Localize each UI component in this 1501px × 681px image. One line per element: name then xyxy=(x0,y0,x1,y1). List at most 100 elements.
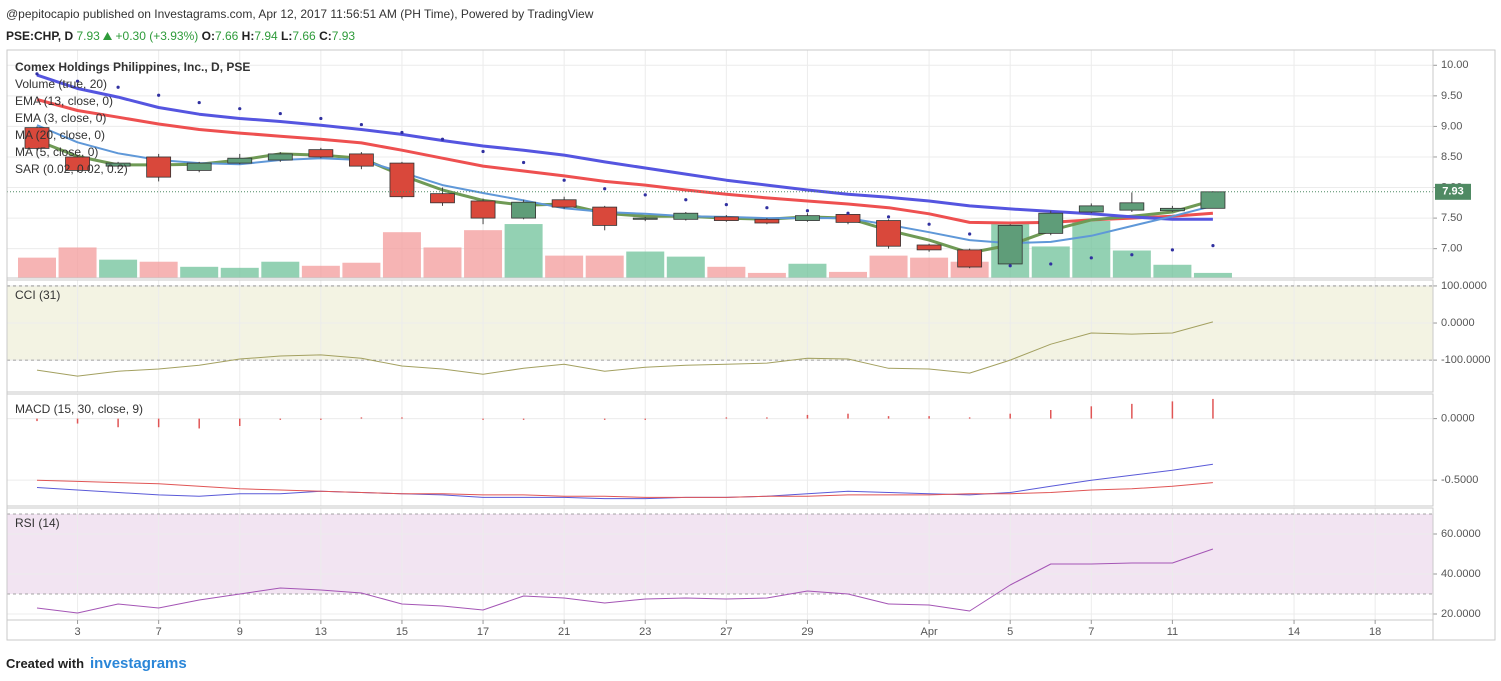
sar-dot xyxy=(1211,244,1215,248)
volume-bar xyxy=(747,272,786,278)
candle-body xyxy=(713,216,739,221)
sar-dot xyxy=(440,137,445,141)
candle-body xyxy=(916,244,942,251)
volume-bar xyxy=(342,262,381,278)
quote-label: H: xyxy=(241,29,255,43)
y-tick-label: 100.0000 xyxy=(1441,280,1487,292)
candle-body xyxy=(957,249,983,268)
volume-bar xyxy=(220,267,259,278)
candle-body xyxy=(876,220,901,247)
candle-body xyxy=(835,214,861,223)
quote-value: 7.94 xyxy=(254,29,278,43)
sar-dot xyxy=(1008,264,1012,268)
quote-value: 7.66 xyxy=(292,29,316,43)
volume-bar xyxy=(626,251,665,278)
quote-value: 7.93 xyxy=(331,29,356,43)
sar-dot xyxy=(319,116,323,121)
x-tick-label: 21 xyxy=(558,626,570,638)
candle-body xyxy=(1200,191,1226,209)
x-tick-label: 11 xyxy=(1167,626,1178,638)
volume-bar xyxy=(1193,272,1232,278)
outer-frame xyxy=(6,49,1496,641)
candle-body xyxy=(1038,212,1064,234)
sar-dot xyxy=(643,193,647,197)
sar-dot xyxy=(35,72,39,76)
indicator-line xyxy=(36,321,1214,377)
volume-bar xyxy=(139,261,178,278)
volume-bar xyxy=(666,256,705,278)
volume-bar xyxy=(464,230,503,278)
sar-dot xyxy=(724,203,728,207)
indicator-line xyxy=(36,98,1214,225)
volume-bar xyxy=(58,247,97,278)
candle-body xyxy=(592,206,618,226)
indicator-line xyxy=(36,463,1213,500)
symbol: PSE:CHP, D xyxy=(6,29,74,43)
candle-body xyxy=(65,156,90,171)
change: +0.30 (+3.93%) xyxy=(115,29,199,43)
sar-dot xyxy=(522,160,526,165)
indicator-line xyxy=(36,548,1214,614)
candle-body xyxy=(186,162,212,171)
y-tick-label: 9.00 xyxy=(1441,120,1462,132)
sar-dot xyxy=(1170,248,1174,252)
pane-title: MACD (15, 30, close, 9) xyxy=(15,402,143,416)
y-tick-label: 40.0000 xyxy=(1441,568,1481,580)
x-tick-label: 17 xyxy=(477,626,489,638)
sar-dot xyxy=(481,149,485,154)
legend-entry: EMA (13, close, 0) xyxy=(15,94,113,108)
volume-bar xyxy=(1153,264,1192,278)
y-tick-label: 20.0000 xyxy=(1441,608,1481,620)
brand-logo[interactable]: investagrams xyxy=(90,655,187,672)
quote-label: C: xyxy=(319,29,332,43)
candle-body xyxy=(754,218,780,224)
quote-value: 7.66 xyxy=(214,29,239,43)
candle-body xyxy=(511,201,537,219)
volume-bar xyxy=(301,265,340,278)
legend-entry: SAR (0.02, 0.02, 0.2) xyxy=(15,162,128,176)
y-tick-label: 10.00 xyxy=(1441,59,1469,71)
candle-body xyxy=(1160,207,1185,212)
candle-body xyxy=(146,156,172,178)
indicator-line xyxy=(36,479,1213,498)
candle-body xyxy=(1078,205,1104,213)
legend-entry: EMA (3, close, 0) xyxy=(15,111,106,125)
sar-dot xyxy=(75,79,80,83)
pane-title: Comex Holdings Philippines, Inc., D, PSE xyxy=(15,60,250,74)
volume-bar xyxy=(910,257,949,278)
volume-bar xyxy=(585,255,624,278)
candle-body xyxy=(470,200,496,219)
quote-label: L: xyxy=(281,29,293,43)
last-price-label: 7.93 xyxy=(1442,186,1463,198)
sar-dot xyxy=(1049,262,1053,266)
candle-body xyxy=(24,127,50,149)
candle-body xyxy=(795,215,820,221)
sar-dot xyxy=(1130,253,1134,257)
y-tick-label: 7.50 xyxy=(1441,212,1462,224)
sar-dot xyxy=(400,130,404,135)
quote-label: O: xyxy=(201,29,215,43)
sar-dot xyxy=(278,111,282,116)
x-tick-label: 13 xyxy=(315,626,327,638)
footer: Created with investagrams xyxy=(6,655,187,673)
sar-dot xyxy=(846,211,850,215)
price: 7.93 xyxy=(76,29,100,43)
sar-dot xyxy=(684,198,688,202)
published-line: @pepitocapio published on Investagrams.c… xyxy=(6,7,594,21)
candle-body xyxy=(227,157,253,164)
volume-bar xyxy=(99,259,138,278)
volume-bar xyxy=(707,266,746,278)
created-with: Created with xyxy=(6,656,85,671)
sar-dot xyxy=(157,93,161,97)
candle-body xyxy=(673,212,699,220)
y-tick-label: 0.0000 xyxy=(1441,317,1475,329)
candle-body xyxy=(308,149,334,158)
candle-body xyxy=(997,225,1023,265)
volume-bar xyxy=(1031,246,1070,278)
x-tick-label: 27 xyxy=(720,626,732,638)
volume-bar xyxy=(788,263,827,278)
sar-dot xyxy=(197,100,201,105)
volume-bar xyxy=(261,261,300,278)
volume-bar xyxy=(829,271,867,278)
